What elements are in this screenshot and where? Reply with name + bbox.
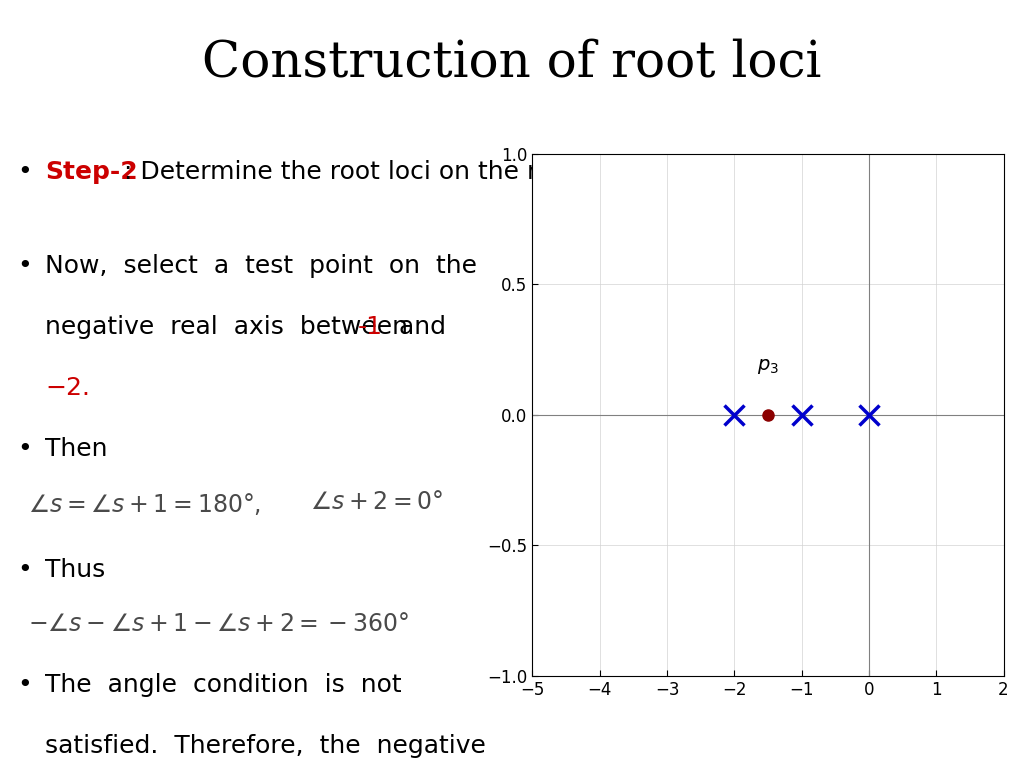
Text: Step-2: Step-2 xyxy=(45,160,137,184)
Text: •: • xyxy=(16,674,32,697)
Text: •: • xyxy=(16,437,32,461)
Text: satisfied.  Therefore,  the  negative: satisfied. Therefore, the negative xyxy=(45,734,486,758)
Text: Then: Then xyxy=(45,437,108,461)
Text: $\angle s + 2 = 0°$: $\angle s + 2 = 0°$ xyxy=(310,491,443,514)
Text: -1: -1 xyxy=(357,315,383,339)
Text: •: • xyxy=(16,558,32,582)
Text: •: • xyxy=(16,254,32,278)
Text: $p_3$: $p_3$ xyxy=(757,356,779,376)
Text: Thus: Thus xyxy=(45,558,105,582)
Text: $\angle s = \angle s + 1 = 180°,$: $\angle s = \angle s + 1 = 180°,$ xyxy=(29,491,261,517)
Text: The  angle  condition  is  not: The angle condition is not xyxy=(45,674,401,697)
Text: negative  real  axis  between: negative real axis between xyxy=(45,315,416,339)
Text: Construction of root loci: Construction of root loci xyxy=(203,38,821,88)
Text: Now,  select  a  test  point  on  the: Now, select a test point on the xyxy=(45,254,477,278)
Text: −2.: −2. xyxy=(45,376,90,400)
Text: $-\angle s - \angle s + 1 - \angle s + 2 = -360°$: $-\angle s - \angle s + 1 - \angle s + 2… xyxy=(29,613,410,636)
Text: : Determine the root loci on the real axis.: : Determine the root loci on the real ax… xyxy=(124,160,641,184)
Text: and: and xyxy=(391,315,446,339)
Text: •: • xyxy=(16,160,32,184)
